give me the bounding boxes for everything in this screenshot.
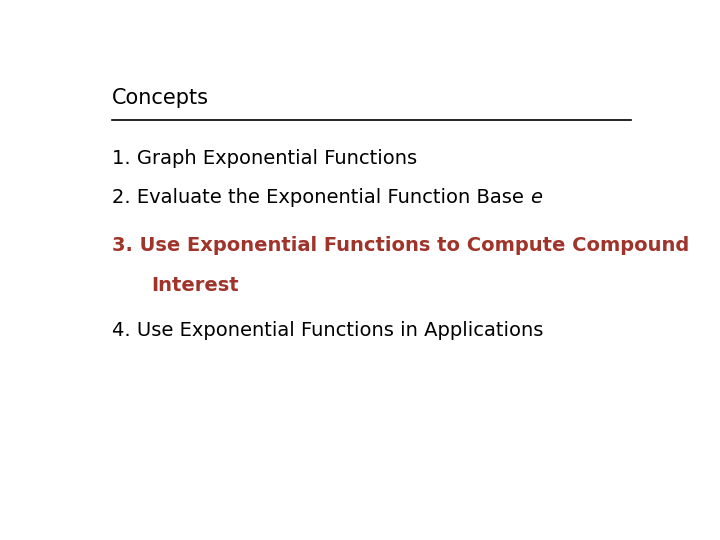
Text: 4. Use Exponential Functions in Applications: 4. Use Exponential Functions in Applicat…	[112, 321, 544, 340]
Text: e: e	[531, 188, 542, 207]
Text: 2. Evaluate the Exponential Function Base: 2. Evaluate the Exponential Function Bas…	[112, 188, 531, 207]
Text: 3. Use Exponential Functions to Compute Compound: 3. Use Exponential Functions to Compute …	[112, 236, 690, 255]
Text: 1. Graph Exponential Functions: 1. Graph Exponential Functions	[112, 149, 418, 168]
Text: Interest: Interest	[151, 276, 239, 295]
Text: Concepts: Concepts	[112, 89, 210, 109]
